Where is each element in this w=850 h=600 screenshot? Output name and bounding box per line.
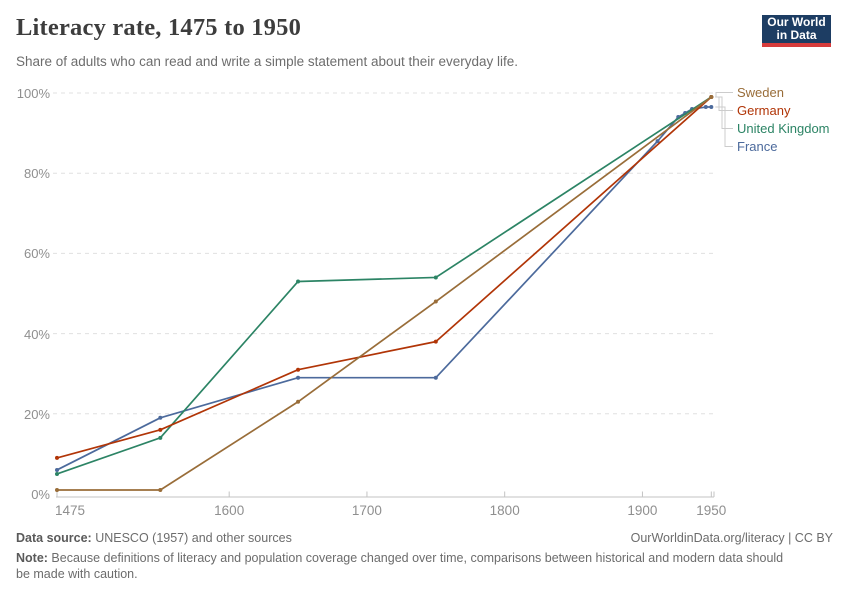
legend-connector bbox=[715, 96, 733, 111]
data-point-france[interactable] bbox=[158, 415, 163, 420]
legend-connector bbox=[715, 92, 733, 98]
data-point-germany[interactable] bbox=[433, 339, 438, 344]
footer-note: Note: Because definitions of literacy an… bbox=[16, 551, 794, 582]
data-point-sweden[interactable] bbox=[158, 487, 163, 492]
legend-item-germany[interactable]: Germany bbox=[737, 103, 791, 118]
data-point-germany[interactable] bbox=[55, 455, 59, 460]
credit-link[interactable]: OurWorldinData.org/literacy | CC BY bbox=[630, 531, 833, 545]
x-axis-tick-label: 1600 bbox=[214, 503, 245, 518]
owid-logo-text-line2: in Data bbox=[776, 28, 817, 42]
data-source-line: Data source: UNESCO (1957) and other sou… bbox=[16, 531, 292, 545]
data-point-sweden[interactable] bbox=[296, 399, 301, 404]
data-point-france[interactable] bbox=[709, 105, 714, 110]
owid-logo[interactable]: Our World in Data bbox=[762, 15, 831, 47]
data-point-germany[interactable] bbox=[158, 427, 163, 432]
y-axis-tick-label: 0% bbox=[31, 487, 50, 502]
data-point-united-kingdom[interactable] bbox=[158, 435, 163, 440]
y-axis-tick-label: 80% bbox=[23, 166, 50, 182]
series-line-united-kingdom[interactable] bbox=[56, 96, 713, 475]
data-point-sweden[interactable] bbox=[55, 487, 59, 492]
legend-item-sweden[interactable]: Sweden bbox=[737, 85, 784, 100]
data-point-united-kingdom[interactable] bbox=[55, 471, 59, 476]
footer-note-text: Because definitions of literacy and popu… bbox=[16, 551, 784, 581]
series-line-germany[interactable] bbox=[56, 96, 713, 459]
data-point-sweden[interactable] bbox=[433, 299, 438, 304]
x-axis-tick-label: 1800 bbox=[489, 503, 520, 518]
y-axis-tick-label: 20% bbox=[23, 406, 50, 422]
data-point-united-kingdom[interactable] bbox=[433, 275, 438, 280]
footer-note-label: Note: bbox=[16, 551, 48, 565]
data-point-france[interactable] bbox=[433, 375, 438, 380]
data-source-text: UNESCO (1957) and other sources bbox=[91, 531, 292, 545]
data-point-sweden[interactable] bbox=[709, 95, 714, 100]
legend-connector bbox=[715, 96, 733, 129]
x-axis-tick-label: 1700 bbox=[351, 503, 382, 518]
owid-logo-text-line1: Our World bbox=[767, 15, 826, 29]
x-axis-tick-label: 1950 bbox=[696, 503, 727, 518]
data-point-france[interactable] bbox=[55, 467, 59, 472]
data-source-label: Data source: bbox=[16, 531, 92, 545]
data-point-germany[interactable] bbox=[296, 367, 301, 372]
page-subtitle: Share of adults who can read and write a… bbox=[16, 54, 519, 69]
x-axis-tick-label: 1475 bbox=[54, 503, 86, 518]
data-point-france[interactable] bbox=[655, 139, 660, 144]
data-point-united-kingdom[interactable] bbox=[296, 279, 301, 284]
x-axis-tick-label: 1900 bbox=[627, 503, 658, 518]
y-axis-tick-label: 40% bbox=[23, 326, 50, 342]
y-axis-tick-label: 100% bbox=[16, 86, 50, 101]
legend-item-france[interactable]: France bbox=[737, 139, 778, 154]
data-point-france[interactable] bbox=[703, 105, 708, 110]
legend-connector bbox=[715, 106, 733, 147]
data-point-france[interactable] bbox=[296, 375, 301, 380]
legend-item-united-kingdom[interactable]: United Kingdom bbox=[737, 121, 830, 136]
page-title: Literacy rate, 1475 to 1950 bbox=[16, 14, 302, 41]
y-axis-tick-label: 60% bbox=[23, 246, 50, 262]
